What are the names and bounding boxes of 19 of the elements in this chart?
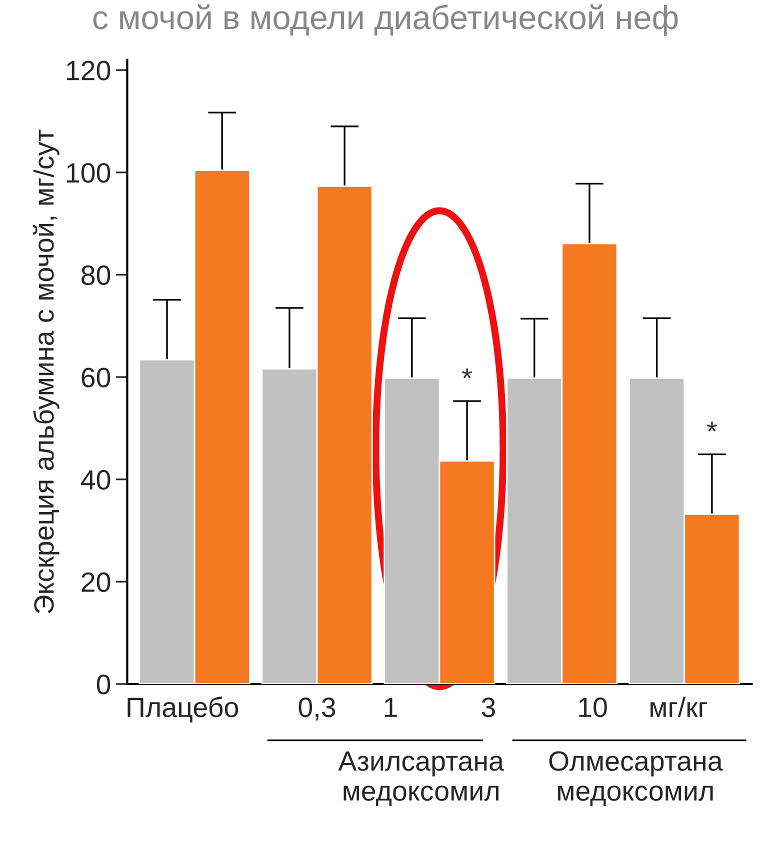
text: 0,3: [298, 698, 336, 720]
data-label: *: [706, 422, 717, 432]
text: Плацебо: [128, 696, 238, 722]
text: Азилсартана медоксомил: [338, 752, 504, 806]
chart-title: с мочой в модели диабетической неф: [93, 4, 678, 36]
text: Олмесартана медоксомил: [549, 751, 723, 806]
text: 10: [579, 698, 607, 718]
y-tick-label: 120: [67, 60, 110, 80]
y-tick-label: 40: [80, 470, 110, 490]
y-axis-title: Экскреция альбумина с мочой, мг/сут: [32, 130, 60, 614]
y-tick-label: 0: [96, 674, 110, 694]
text: 1: [384, 698, 397, 717]
text: 3: [482, 698, 495, 718]
y-tick-label: 20: [82, 572, 110, 592]
y-tick-label: 60: [82, 368, 110, 388]
data-label: *: [462, 368, 472, 378]
y-tick-label: 80: [82, 265, 110, 286]
y-tick-label: 100: [67, 163, 110, 183]
text: мг/кг: [650, 696, 708, 718]
